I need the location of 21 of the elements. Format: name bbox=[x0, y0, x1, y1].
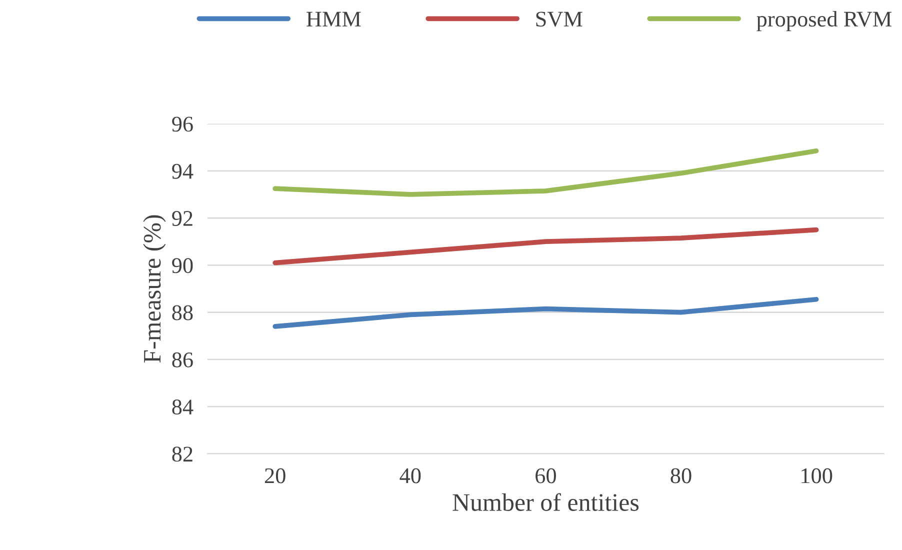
y-tick-label: 84 bbox=[172, 400, 194, 415]
line-series bbox=[272, 227, 819, 266]
y-tick-label: 90 bbox=[172, 258, 193, 274]
x-axis-title: Number of entities bbox=[452, 493, 639, 511]
legend-label: SVM bbox=[536, 12, 582, 27]
y-tick-label: 96 bbox=[172, 116, 193, 132]
line-series bbox=[272, 148, 819, 197]
legend-label: HMM bbox=[306, 12, 361, 26]
y-tick-label: 94 bbox=[172, 164, 194, 179]
legend-label: proposed RVM bbox=[756, 10, 892, 32]
x-tick-label: 80 bbox=[670, 468, 692, 484]
x-tick-label: 20 bbox=[264, 468, 286, 484]
line-series bbox=[272, 296, 819, 329]
x-tick-label: 40 bbox=[400, 468, 421, 484]
y-tick-label: 86 bbox=[172, 352, 193, 368]
y-tick-label: 88 bbox=[172, 305, 193, 320]
y-tick-label: 82 bbox=[172, 446, 192, 462]
x-tick-label: 100 bbox=[802, 468, 832, 484]
y-axis-title: F-measure (%) bbox=[143, 215, 166, 363]
y-tick-label: 92 bbox=[172, 211, 192, 226]
x-tick-label: 60 bbox=[536, 468, 556, 484]
